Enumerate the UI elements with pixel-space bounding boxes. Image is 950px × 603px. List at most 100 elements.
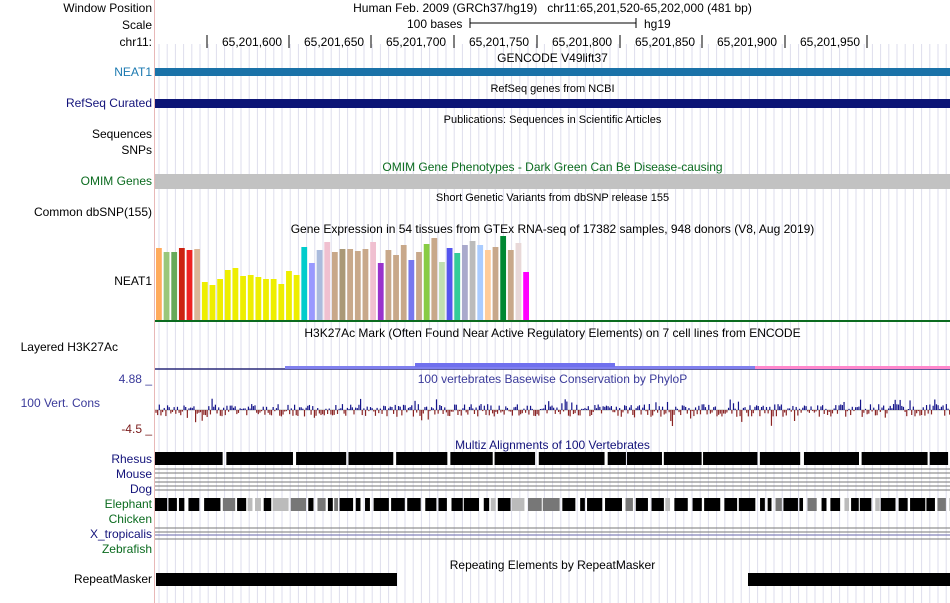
gtex-tissue-bar: [347, 249, 354, 320]
gtex-tissue-bar: [263, 279, 269, 320]
elephant-alignment-block: [222, 498, 236, 511]
ruler-tick-label: 65,201,800: [552, 35, 613, 49]
gtex-tissue-bar: [423, 244, 430, 320]
scale-db-text: hg19: [644, 17, 671, 31]
species-label-elephant[interactable]: Elephant: [104, 497, 152, 511]
gtex-track-title: Gene Expression in 54 tissues from GTEx …: [290, 222, 815, 236]
gtex-tissue-bar: [301, 247, 308, 320]
snps-track-label[interactable]: SNPs: [121, 143, 152, 157]
gtex-tissue-bar: [393, 255, 399, 320]
gtex-tissue-bar: [156, 248, 162, 320]
species-label-x_tropicalis[interactable]: X_tropicalis: [89, 527, 152, 541]
rhesus-alignment-block: [450, 452, 493, 465]
gtex-tissue-bar: [293, 275, 300, 320]
elephant-alignment-block: [391, 498, 405, 511]
multiz-track-title: Multiz Alignments of 100 Vertebrates: [455, 438, 650, 452]
gtex-tissue-bar: [507, 250, 514, 320]
elephant-alignment-block: [237, 498, 247, 511]
assembly-name: Human Feb. 2009 (GRCh37/hg19): [353, 1, 538, 15]
elephant-alignment-block: [651, 498, 664, 511]
gtex-tissue-bar: [469, 241, 476, 320]
species-label-mouse[interactable]: Mouse: [115, 467, 152, 481]
gtex-tissue-bar: [339, 249, 346, 320]
elephant-alignment-block: [875, 498, 880, 511]
dbsnp-track-title: Short Genetic Variants from dbSNP releas…: [435, 192, 670, 204]
gtex-tissue-bar: [232, 268, 239, 320]
species-label-zebrafish[interactable]: Zebrafish: [101, 542, 152, 556]
rhesus-alignment-block: [861, 452, 928, 465]
rhesus-alignment-block: [494, 452, 536, 465]
rhesus-alignment-block: [296, 452, 347, 465]
elephant-alignment-block: [317, 498, 326, 511]
gtex-tissue-bar: [240, 276, 246, 320]
publications-track-title: Publications: Sequences in Scientific Ar…: [443, 114, 662, 126]
gtex-track-label[interactable]: NEAT1: [114, 274, 152, 288]
elephant-alignment-block: [767, 498, 772, 511]
elephant-alignment-block: [587, 498, 603, 511]
elephant-alignment-block: [247, 498, 253, 511]
track-image-panel[interactable]: Human Feb. 2009 (GRCh37/hg19) chr11:65,2…: [155, 0, 950, 603]
elephant-alignment-block: [178, 498, 185, 511]
gtex-tissue-bar: [454, 253, 461, 320]
gtex-tissue-bar: [408, 260, 415, 320]
omim-gene-bar: [155, 174, 950, 189]
elephant-alignment-block: [490, 498, 496, 511]
rhesus-alignment-block: [348, 452, 394, 465]
species-label-dog[interactable]: Dog: [129, 482, 152, 496]
phylop-track-label[interactable]: 100 Vert. Cons: [20, 396, 100, 410]
gtex-tissue-bar: [362, 249, 369, 320]
elephant-alignment-block: [528, 498, 542, 511]
h3k27ac-signal: [285, 366, 755, 369]
phylop-min-label: -4.5 _: [121, 422, 152, 436]
elephant-alignment-block: [910, 498, 926, 511]
rhesus-alignment-block: [155, 452, 223, 465]
elephant-alignment-block: [425, 498, 437, 511]
elephant-alignment-block: [334, 498, 339, 511]
rhesus-alignment-block: [626, 452, 662, 465]
gtex-tissue-bar: [400, 245, 407, 320]
species-label-rhesus[interactable]: Rhesus: [111, 452, 152, 466]
chrom-label: chr11:: [119, 35, 152, 49]
elephant-alignment-block: [830, 498, 841, 511]
elephant-alignment-block: [272, 498, 289, 511]
h3k27ac-signal-pink: [755, 366, 950, 369]
omim-track-label[interactable]: OMIM Genes: [80, 174, 152, 188]
omim-track-title: OMIM Gene Phenotypes - Dark Green Can Be…: [382, 160, 723, 174]
gtex-tissue-bar: [477, 245, 484, 320]
elephant-alignment-block: [674, 498, 688, 511]
gtex-tissue-bar: [446, 248, 453, 320]
gtex-tissue-bar: [331, 252, 338, 320]
elephant-alignment-block: [926, 498, 935, 511]
gencode-track-label[interactable]: NEAT1: [114, 65, 152, 79]
elephant-alignment-block: [168, 498, 177, 511]
rhesus-alignment-block: [803, 452, 860, 465]
position-readout: chr11:65,201,520-65,202,000 (481 bp): [547, 1, 752, 15]
repeatmasker-track-label[interactable]: RepeatMasker: [73, 572, 152, 586]
gtex-tissue-bar: [484, 250, 491, 320]
elephant-alignment-block: [438, 498, 447, 511]
elephant-alignment-block: [155, 498, 168, 511]
elephant-alignment-block: [775, 498, 782, 511]
elephant-alignment-block: [937, 498, 946, 511]
phylop-track-title: 100 vertebrates Basewise Conservation by…: [417, 372, 688, 386]
rhesus-alignment-block: [759, 452, 801, 465]
ruler-tick-label: 65,201,650: [304, 35, 365, 49]
gencode-track-title: GENCODE V49lift37: [497, 51, 608, 65]
sequences-track-label[interactable]: Sequences: [91, 127, 152, 141]
gtex-tissue-bar: [255, 277, 262, 320]
gtex-tissue-bar: [217, 279, 223, 320]
elephant-alignment-block: [562, 498, 576, 511]
refseq-track-label[interactable]: RefSeq Curated: [65, 96, 152, 110]
elephant-alignment-block: [497, 498, 511, 511]
dbsnp-track-label[interactable]: Common dbSNP(155): [33, 205, 152, 219]
gtex-tissue-bar: [462, 245, 468, 320]
h3k27ac-track-label[interactable]: Layered H3K27Ac: [20, 340, 118, 354]
gtex-tissue-bar: [224, 270, 231, 320]
ruler-tick-label: 65,201,900: [717, 35, 778, 49]
species-label-chicken[interactable]: Chicken: [108, 512, 152, 526]
gtex-tissue-bar: [385, 250, 392, 320]
elephant-alignment-block: [290, 498, 306, 511]
elephant-alignment-block: [807, 498, 817, 511]
elephant-alignment-block: [605, 498, 622, 511]
elephant-alignment-block: [373, 498, 389, 511]
